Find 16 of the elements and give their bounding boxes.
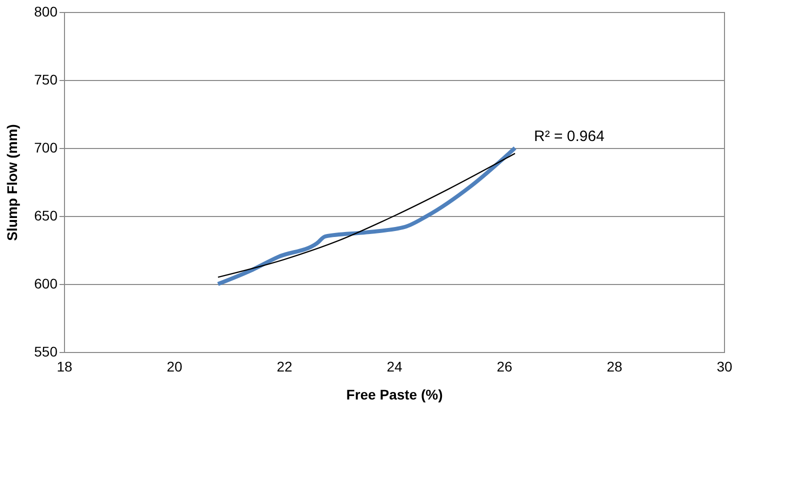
x-tick-label: 18 [56,358,72,374]
x-tick-label: 20 [166,358,182,374]
y-tick-label: 600 [34,276,58,292]
y-tick-label: 650 [34,208,58,224]
x-tick-label: 26 [496,358,512,374]
x-tick-label: 28 [606,358,622,374]
y-tick-label: 750 [34,72,58,88]
y-tick-label: 550 [34,344,58,360]
annotation: R² = 0.964 [534,128,604,145]
y-tick-label: 800 [34,4,58,20]
y-tick-label: 700 [34,140,58,156]
x-tick-label: 22 [276,358,292,374]
x-tick-label: 30 [716,358,732,374]
y-axis-title: Slump Flow (mm) [4,124,20,241]
x-axis-title: Free Paste (%) [346,386,443,402]
x-tick-label: 24 [386,358,402,374]
